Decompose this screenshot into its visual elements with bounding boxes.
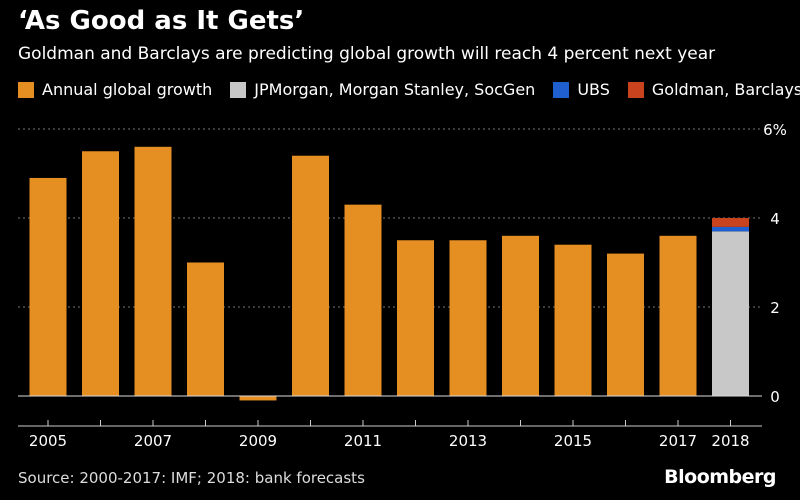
bar-2018-goldman-barclays [712,218,749,227]
legend-swatch-jpmorgan [230,81,247,98]
chart-subtitle: Goldman and Barclays are predicting glob… [18,44,716,64]
legend-item-goldman: Goldman, Barclays [627,80,800,99]
bar-2018-jpmorgan-morgan-stanley-socgen [712,231,749,396]
bloomberg-logo: Bloomberg [664,466,776,488]
legend-label-goldman: Goldman, Barclays [651,80,800,99]
y-tick-label-2: 2 [770,299,780,317]
legend-swatch-goldman [627,81,644,98]
x-tick-label-2007: 2007 [134,432,172,450]
bar-2013-annual-global-growth [449,240,487,396]
bar-2011-annual-global-growth [344,204,382,396]
x-tick-label-2011: 2011 [344,432,382,450]
legend-item-annual-growth: Annual global growth [18,80,212,99]
chart-title: ‘As Good as It Gets’ [18,6,305,36]
legend-label-ubs: UBS [577,80,610,99]
x-tick-label-2015: 2015 [554,432,592,450]
x-tick-label-2005: 2005 [29,432,67,450]
y-tick-label-0: 0 [770,388,780,406]
bar-2018-ubs [712,226,749,232]
bar-2016-annual-global-growth [607,253,644,396]
bar-2005-annual-global-growth [29,177,67,396]
bar-2017-annual-global-growth [659,235,697,396]
source-note: Source: 2000-2017: IMF; 2018: bank forec… [18,469,365,487]
bar-2014-annual-global-growth [502,235,539,396]
bar-2006-annual-global-growth [82,151,119,396]
legend-swatch-annual-growth [18,81,34,98]
bar-2009-annual-global-growth [239,396,277,401]
y-tick-label-6: 6% [763,121,787,139]
bar-2008-annual-global-growth [187,262,224,396]
bar-2012-annual-global-growth [397,240,434,396]
legend-label-jpmorgan: JPMorgan, Morgan Stanley, SocGen [254,80,536,99]
bar-2007-annual-global-growth [134,146,172,396]
x-tick-label-2017: 2017 [659,432,697,450]
legend-item-jpmorgan: JPMorgan, Morgan Stanley, SocGen [230,80,535,99]
legend-item-ubs: UBS [553,80,610,99]
legend-swatch-ubs [553,81,570,98]
bar-2015-annual-global-growth [554,244,592,396]
x-tick-label-2018: 2018 [711,432,749,450]
y-tick-label-4: 4 [770,210,780,228]
x-tick-label-2013: 2013 [449,432,487,450]
legend: Annual global growth JPMorgan, Morgan St… [18,80,800,99]
x-tick-label-2009: 2009 [239,432,277,450]
bar-2010-annual-global-growth [292,155,329,396]
legend-label-annual-growth: Annual global growth [42,80,213,99]
